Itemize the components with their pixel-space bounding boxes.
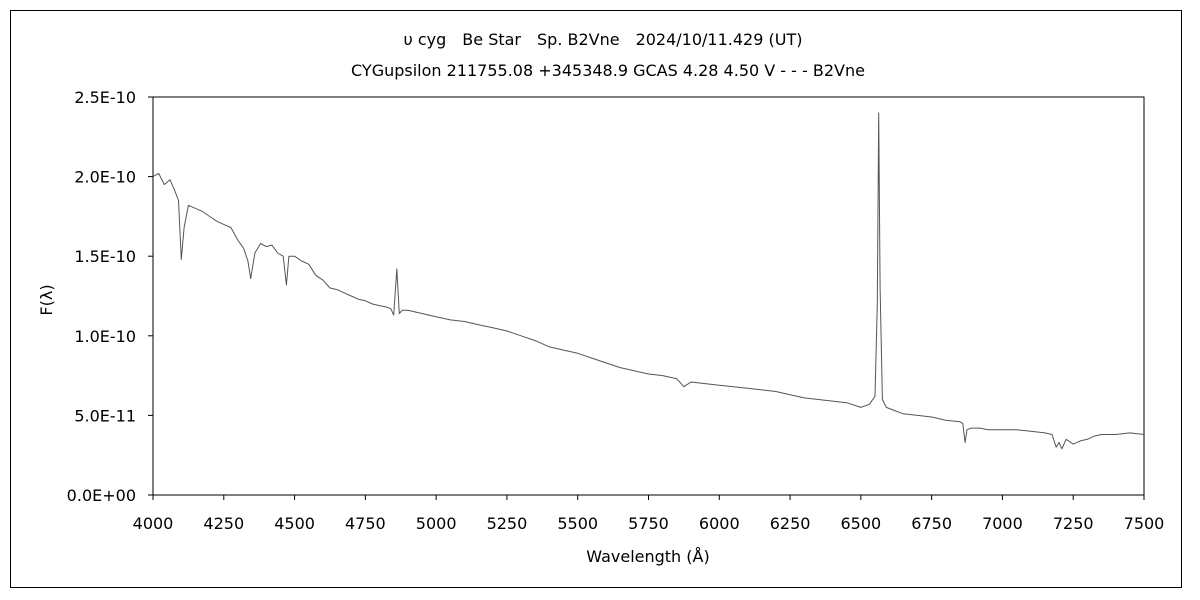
plot-area xyxy=(152,96,1145,496)
series-layer xyxy=(152,112,1145,450)
x-tick-label: 6250 xyxy=(770,514,811,533)
y-axis-label: F(λ) xyxy=(37,284,56,315)
chart-subtitle: CYGupsilon 211755.08 +345348.9 GCAS 4.28… xyxy=(351,61,865,80)
y-tick-label: 1.5E-10 xyxy=(74,247,136,266)
x-tick-label: 5000 xyxy=(416,514,457,533)
x-tick-label: 7250 xyxy=(1053,514,1094,533)
y-axis: 0.0E+00 5.0E-11 1.0E-10 1.5E-10 2.0E-10 2.5E-… xyxy=(67,88,153,505)
x-axis: 4000 4250 4500 4750 5000 5250 5500 5750 6000 6250… xyxy=(133,495,1165,533)
y-tick-label: 5.0E-11 xyxy=(74,406,136,425)
y-tick-label: 2.5E-10 xyxy=(74,88,136,107)
x-tick-label: 4500 xyxy=(274,514,315,533)
x-tick-label: 6000 xyxy=(699,514,740,533)
x-axis-label: Wavelength (Å) xyxy=(586,547,709,566)
x-tick-label: 4000 xyxy=(133,514,174,533)
x-tick-label: 5750 xyxy=(628,514,669,533)
x-tick-label: 7000 xyxy=(982,514,1023,533)
y-tick-label: 2.0E-10 xyxy=(74,168,136,187)
spectrum-line xyxy=(152,112,1145,450)
x-tick-label: 4750 xyxy=(345,514,386,533)
chart-title: υ cyg Be Star Sp. B2Vne 2024/10/11.429 (… xyxy=(404,30,803,49)
x-tick-label: 7500 xyxy=(1124,514,1165,533)
x-tick-label: 4250 xyxy=(203,514,244,533)
x-tick-label: 5500 xyxy=(557,514,598,533)
y-tick-label: 1.0E-10 xyxy=(74,327,136,346)
x-tick-label: 5250 xyxy=(487,514,528,533)
x-tick-label: 6750 xyxy=(911,514,952,533)
x-tick-label: 6500 xyxy=(840,514,881,533)
y-tick-label: 0.0E+00 xyxy=(67,486,136,505)
chart-frame xyxy=(10,10,1182,588)
